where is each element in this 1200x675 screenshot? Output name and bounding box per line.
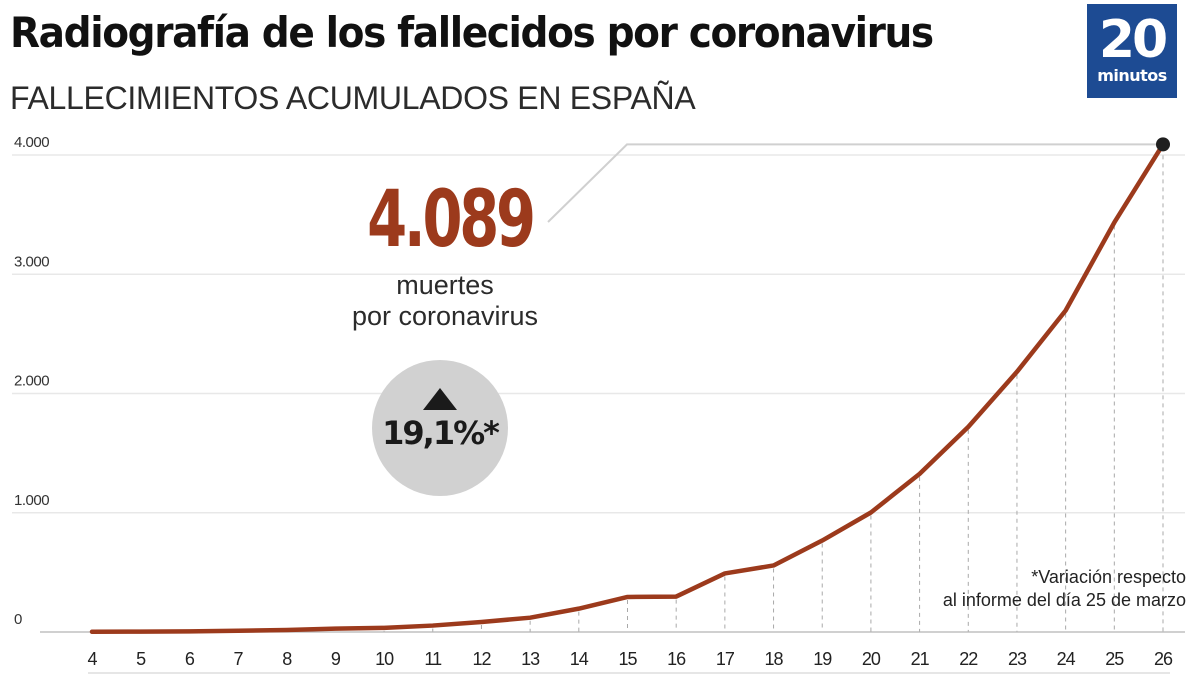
x-tick-label: 4	[87, 649, 97, 669]
x-axis-ticks: 4 5 6 7 8 9 10 11 12 13 14 15 16 17 18 19 20 21 22 23 24 25 26	[87, 649, 1174, 669]
x-tick-label: 26	[1154, 649, 1173, 669]
x-tick-label: 22	[959, 649, 978, 669]
series-line	[89, 142, 1166, 635]
y-tick-label: 3.000	[14, 253, 49, 270]
y-tick-label: 4.000	[14, 134, 49, 151]
logo-word: minutos	[1097, 66, 1167, 85]
footnote-line2: al informe del día 25 de marzo	[942, 590, 1186, 610]
x-tick-label: 23	[1008, 649, 1027, 669]
chart-subtitle: FALLECIMIENTOS ACUMULADOS EN ESPAÑA	[10, 80, 696, 116]
footnote: *Variación respecto al informe del día 2…	[943, 566, 1186, 612]
brand-logo: 20 minutos	[1087, 4, 1177, 98]
x-tick-label: 5	[136, 649, 146, 669]
footnote-line1: *Variación respecto	[1031, 567, 1186, 587]
y-tick-label: 0	[14, 611, 22, 628]
x-tick-label: 13	[521, 649, 540, 669]
x-tick-label: 10	[375, 649, 394, 669]
y-tick-label: 1.000	[14, 492, 49, 509]
x-tick-label: 17	[716, 649, 735, 669]
x-tick-label: 11	[424, 649, 442, 669]
x-tick-label: 24	[1057, 649, 1076, 669]
x-tick-label: 19	[813, 649, 832, 669]
vertical-drop-lines	[334, 147, 1164, 632]
total-deaths-label-line1: muertes	[396, 270, 494, 300]
x-tick-label: 18	[765, 649, 784, 669]
x-tick-label: 21	[911, 649, 930, 669]
end-point-marker[interactable]	[1156, 137, 1170, 152]
total-deaths-label: muertes por coronavirus	[330, 270, 560, 332]
series-group	[89, 142, 1166, 635]
x-tick-label: 14	[570, 649, 589, 669]
annotation-leader-line	[547, 143, 1157, 223]
y-axis-ticks: 0 1.000 2.000 3.000 4.000	[14, 134, 50, 628]
variation-badge: 19,1%*	[372, 360, 508, 496]
x-tick-label: 12	[472, 649, 491, 669]
x-tick-label: 15	[618, 649, 637, 669]
chart-title: Radiografía de los fallecidos por corona…	[10, 8, 934, 57]
x-tick-label: 8	[282, 649, 292, 669]
variation-value: 19,1%*	[382, 414, 500, 452]
x-tick-label: 25	[1105, 649, 1124, 669]
x-tick-label: 7	[234, 649, 244, 669]
total-deaths-label-line2: por coronavirus	[351, 301, 539, 331]
total-deaths-value: 4.089	[367, 175, 536, 265]
logo-number: 20	[1098, 10, 1168, 70]
y-tick-label: 2.000	[14, 373, 49, 390]
x-tick-label: 16	[667, 649, 686, 669]
x-tick-label: 6	[185, 649, 195, 669]
x-tick-label: 9	[331, 649, 341, 669]
x-tick-label: 20	[862, 649, 881, 669]
gridlines	[12, 154, 1185, 514]
end-point-group	[1156, 137, 1170, 152]
triangle-up-icon	[423, 388, 457, 410]
